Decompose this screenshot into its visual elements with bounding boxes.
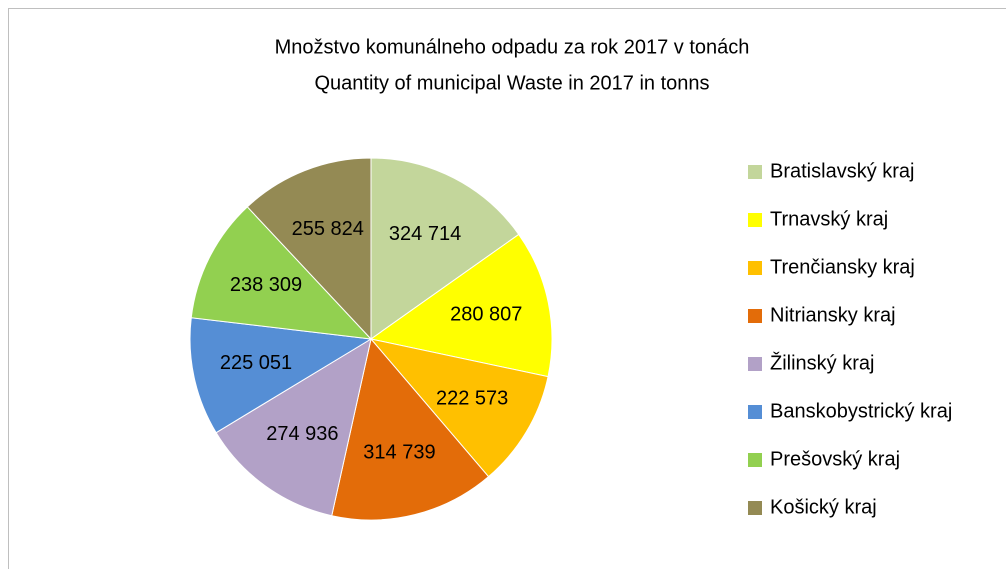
pie-slice [369, 233, 553, 378]
legend-label: Trnavský kraj [770, 208, 888, 230]
legend-swatch [748, 405, 762, 419]
data-label: 280 807 [450, 304, 522, 326]
pie-slice [370, 157, 520, 340]
pie-slice [215, 337, 372, 517]
legend-swatch [748, 165, 762, 179]
data-label: 238 309 [230, 274, 302, 296]
pie-slice [369, 338, 549, 478]
pie-slice [246, 157, 372, 341]
legend-swatch [748, 309, 762, 323]
legend-label: Košický kraj [770, 496, 877, 518]
data-label: 225 051 [220, 352, 292, 374]
data-label: 274 936 [266, 423, 338, 445]
data-label: 324 714 [389, 223, 461, 245]
chart-title: Quantity of municipal Waste in 2017 in t… [314, 72, 709, 94]
legend-label: Banskobystrický kraj [770, 400, 952, 422]
data-label: 314 739 [363, 441, 435, 463]
pie-slice [190, 206, 373, 340]
legend-swatch [748, 213, 762, 227]
legend-label: Trenčiansky kraj [770, 256, 915, 278]
legend-swatch [748, 357, 762, 371]
legend-swatch [748, 453, 762, 467]
chart-title: Množstvo komunálneho odpadu za rok 2017 … [275, 36, 750, 58]
legend-label: Žilinský kraj [770, 351, 874, 374]
data-label: 222 573 [436, 387, 508, 409]
legend-label: Nitriansky kraj [770, 304, 896, 326]
legend-label: Bratislavský kraj [770, 160, 914, 182]
legend-swatch [748, 261, 762, 275]
legend-label: Prešovský kraj [770, 448, 900, 470]
pie-slice [331, 337, 490, 521]
data-label: 255 824 [292, 218, 364, 240]
legend-swatch [748, 501, 762, 515]
pie-slice [189, 317, 373, 434]
